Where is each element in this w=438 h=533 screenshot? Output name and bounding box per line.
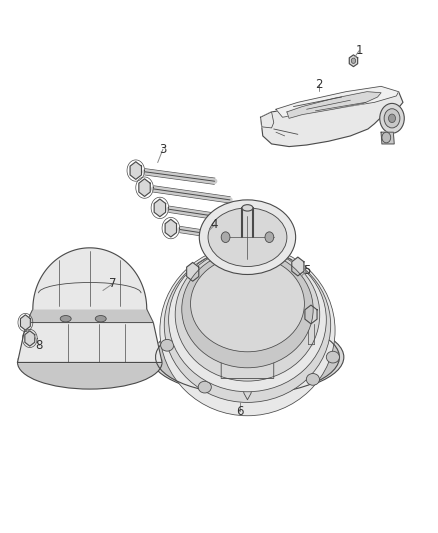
Circle shape — [221, 232, 230, 243]
Circle shape — [384, 109, 400, 128]
Ellipse shape — [95, 316, 106, 322]
Ellipse shape — [161, 340, 174, 351]
Text: 1: 1 — [355, 44, 363, 57]
Ellipse shape — [242, 205, 253, 211]
Text: 4: 4 — [211, 219, 219, 231]
Polygon shape — [349, 55, 358, 67]
Ellipse shape — [306, 374, 319, 385]
Polygon shape — [26, 309, 153, 322]
Polygon shape — [305, 305, 317, 324]
Ellipse shape — [60, 316, 71, 322]
Ellipse shape — [256, 317, 269, 329]
Circle shape — [380, 103, 404, 133]
Polygon shape — [287, 92, 381, 118]
Polygon shape — [130, 162, 141, 179]
Polygon shape — [21, 315, 30, 330]
Ellipse shape — [326, 351, 339, 363]
Polygon shape — [25, 331, 35, 346]
Polygon shape — [33, 248, 147, 309]
Polygon shape — [165, 220, 177, 237]
Polygon shape — [139, 179, 150, 196]
Ellipse shape — [208, 208, 287, 266]
Text: 5: 5 — [303, 264, 310, 277]
Polygon shape — [155, 320, 339, 394]
Polygon shape — [261, 92, 403, 147]
Text: 2: 2 — [315, 78, 323, 91]
Circle shape — [351, 58, 356, 63]
Ellipse shape — [164, 248, 331, 402]
Circle shape — [382, 132, 391, 143]
Ellipse shape — [191, 256, 304, 352]
Ellipse shape — [18, 336, 162, 389]
Text: 8: 8 — [36, 339, 43, 352]
Ellipse shape — [151, 320, 344, 394]
Ellipse shape — [169, 248, 326, 392]
Polygon shape — [221, 352, 274, 378]
Ellipse shape — [199, 200, 296, 274]
Ellipse shape — [175, 248, 320, 381]
Polygon shape — [276, 86, 399, 117]
Polygon shape — [242, 385, 253, 400]
Text: 3: 3 — [159, 143, 166, 156]
Polygon shape — [261, 112, 274, 128]
Text: 7: 7 — [109, 277, 117, 290]
Text: 6: 6 — [236, 405, 244, 418]
Polygon shape — [154, 199, 166, 216]
Circle shape — [389, 114, 396, 123]
Ellipse shape — [182, 251, 313, 368]
Polygon shape — [292, 257, 304, 276]
Polygon shape — [381, 132, 394, 144]
Ellipse shape — [198, 381, 211, 393]
Ellipse shape — [160, 245, 335, 416]
Polygon shape — [18, 322, 162, 362]
Polygon shape — [187, 262, 199, 281]
Circle shape — [265, 232, 274, 243]
